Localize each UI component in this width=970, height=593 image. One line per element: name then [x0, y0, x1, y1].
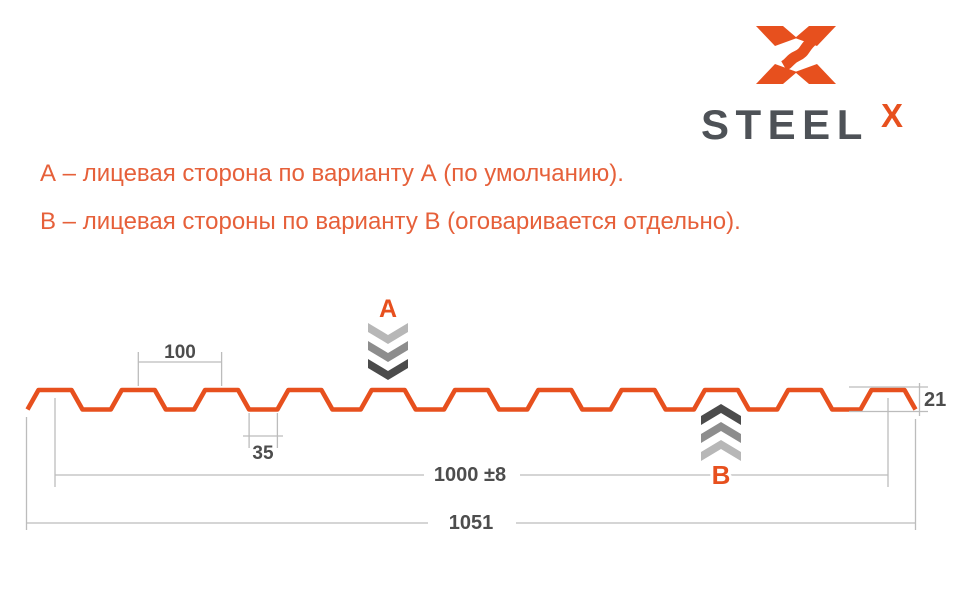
logo: STEEL X: [0, 0, 970, 150]
dim-pitch-label: 100: [164, 342, 196, 363]
dim-height-label: 21: [924, 389, 946, 411]
marker-b-label: В: [712, 460, 731, 490]
dim-overall-width-label: 1051: [449, 512, 494, 534]
corrugated-sheet-profile: [25, 387, 918, 412]
chevron-down-icon: [368, 341, 408, 362]
profile-drawing: 100 35 1000 ±8 1051: [25, 292, 949, 537]
chevron-up-icon: [701, 404, 741, 425]
caption-variant-b: В – лицевая стороны по варианту В (огова…: [40, 208, 741, 235]
dim-pitch-100: 100: [137, 340, 223, 386]
dim-working-width-label: 1000 ±8: [434, 464, 506, 486]
logo-arm-top-left: [756, 26, 797, 46]
steelx-monogram-icon: [756, 26, 836, 84]
dim-height-21: 21: [849, 383, 949, 416]
chevron-down-icon: [368, 323, 408, 344]
brand-wordmark: STEEL: [701, 101, 869, 148]
dim-bottom-flat-35: 35: [243, 413, 283, 467]
chevron-up-icon: [701, 440, 741, 461]
marker-side-a: А: [368, 292, 408, 380]
marker-side-b: В: [701, 404, 741, 493]
dim-bottom-flat-label: 35: [252, 443, 274, 464]
logo-s-weave: [781, 34, 818, 71]
dim-overall-width-1051: 1051: [25, 417, 917, 537]
dim-working-width-1000: 1000 ±8: [54, 398, 889, 489]
brand-suffix-x: X: [881, 97, 904, 134]
chevron-up-icon: [701, 422, 741, 443]
marker-a-label: А: [379, 295, 397, 323]
logo-arm-bottom-right: [795, 64, 836, 84]
chevron-down-icon: [368, 359, 408, 380]
caption-variant-a: А – лицевая сторона по варианту А (по ум…: [40, 160, 624, 187]
